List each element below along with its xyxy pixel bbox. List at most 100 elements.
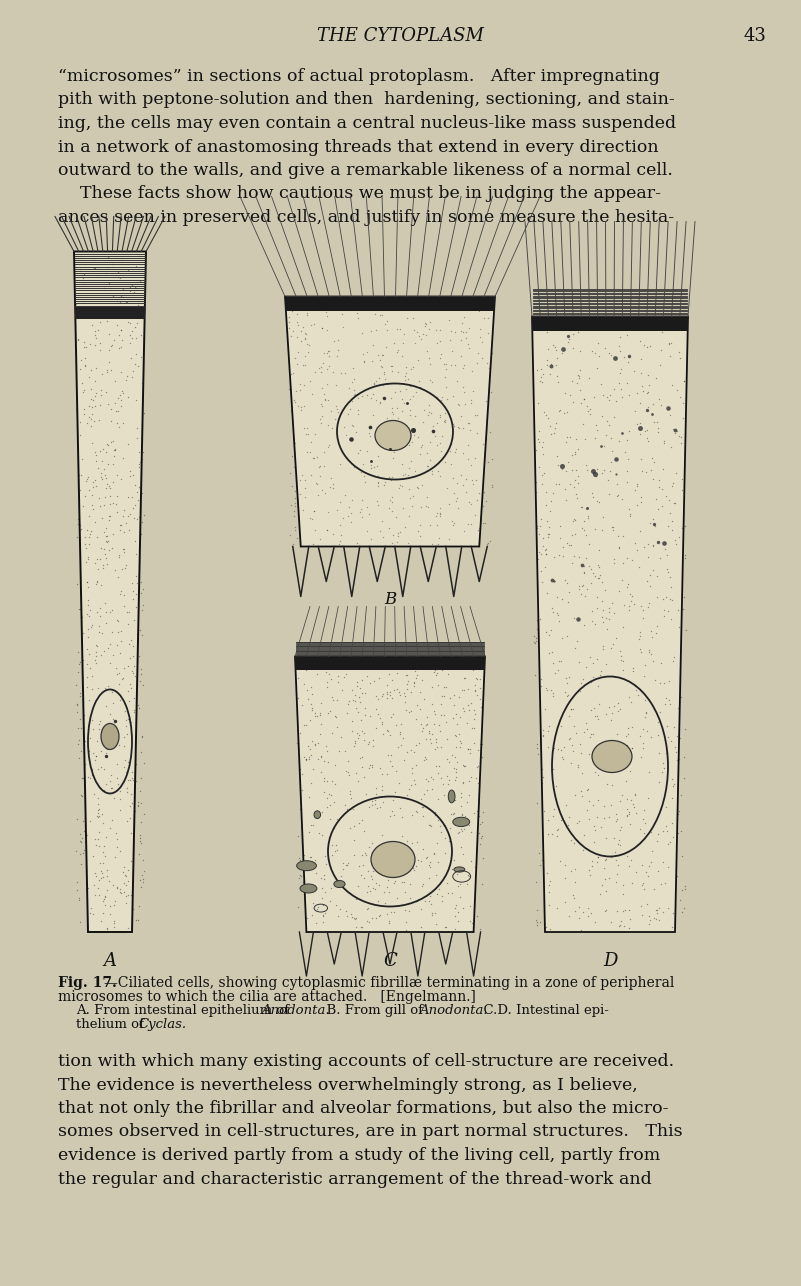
Point xyxy=(591,765,604,786)
Point xyxy=(122,613,135,634)
Point xyxy=(112,567,125,588)
Point xyxy=(82,594,95,615)
Point xyxy=(334,454,347,475)
Point xyxy=(458,819,471,840)
Point xyxy=(476,874,489,895)
Point xyxy=(357,723,370,743)
Point xyxy=(332,329,344,350)
Point xyxy=(615,423,628,444)
Point xyxy=(396,728,409,748)
Point xyxy=(429,801,441,822)
Point xyxy=(431,435,444,455)
Point xyxy=(575,781,588,801)
Point xyxy=(646,404,658,424)
Point xyxy=(629,784,642,805)
Point xyxy=(573,367,586,387)
Point xyxy=(582,859,595,880)
Point xyxy=(427,421,440,441)
Point xyxy=(663,566,676,586)
Point xyxy=(626,737,638,757)
Point xyxy=(111,773,124,793)
Point xyxy=(533,844,545,864)
Point xyxy=(665,813,678,833)
Point xyxy=(74,741,87,761)
Point xyxy=(675,480,688,500)
Point xyxy=(302,342,315,363)
Point xyxy=(570,428,582,449)
Point xyxy=(644,575,657,595)
Point xyxy=(419,495,432,516)
Point xyxy=(400,665,413,685)
Point xyxy=(121,367,134,387)
Point xyxy=(342,378,355,399)
Point xyxy=(115,361,127,382)
Point xyxy=(450,725,463,746)
Point xyxy=(574,919,587,940)
Point xyxy=(449,322,461,342)
Point xyxy=(449,898,461,918)
Point xyxy=(441,477,453,498)
Point xyxy=(586,318,599,338)
Point xyxy=(307,856,320,877)
Point xyxy=(380,408,393,428)
Point xyxy=(308,736,321,756)
Point xyxy=(574,360,586,381)
Point xyxy=(378,369,391,390)
Ellipse shape xyxy=(454,867,465,872)
Point xyxy=(394,797,407,818)
Point xyxy=(77,649,90,670)
Point xyxy=(77,810,90,831)
Point xyxy=(625,590,638,611)
Point xyxy=(91,759,104,779)
Point xyxy=(137,579,150,599)
Point xyxy=(666,511,678,531)
Point xyxy=(130,343,143,364)
Point xyxy=(304,694,317,715)
Point xyxy=(476,734,489,755)
Point xyxy=(400,679,413,700)
Point xyxy=(392,526,405,547)
Point xyxy=(116,539,129,559)
Point xyxy=(351,400,364,421)
Point xyxy=(348,845,360,865)
Point xyxy=(539,482,552,503)
Point xyxy=(549,413,562,433)
Point xyxy=(423,311,436,332)
Point xyxy=(378,472,391,493)
Point xyxy=(395,714,408,734)
Point xyxy=(673,526,686,547)
Point xyxy=(90,476,103,496)
Point xyxy=(451,473,464,494)
Point xyxy=(314,356,327,377)
Point xyxy=(640,383,653,404)
Point xyxy=(135,658,147,679)
Point xyxy=(91,265,103,285)
Point xyxy=(320,662,332,683)
Point xyxy=(535,437,548,458)
Point xyxy=(595,592,608,612)
Point xyxy=(376,853,388,873)
Point xyxy=(319,854,332,874)
Point xyxy=(368,288,380,309)
Point xyxy=(546,652,559,673)
Point xyxy=(445,511,458,531)
Point xyxy=(543,643,556,664)
Point xyxy=(312,358,325,378)
Point xyxy=(95,910,107,931)
Point xyxy=(86,396,99,417)
Point xyxy=(101,860,114,881)
Point xyxy=(661,820,674,841)
Point xyxy=(537,536,549,557)
Point xyxy=(101,676,114,697)
Point xyxy=(641,400,654,421)
Point xyxy=(299,346,312,367)
Point xyxy=(318,343,331,364)
Point xyxy=(591,556,604,576)
Point xyxy=(479,513,492,534)
Point xyxy=(442,831,455,851)
Point xyxy=(73,464,86,485)
Point xyxy=(381,869,394,890)
Point xyxy=(364,865,377,886)
Point xyxy=(360,899,373,919)
Point xyxy=(639,702,652,723)
